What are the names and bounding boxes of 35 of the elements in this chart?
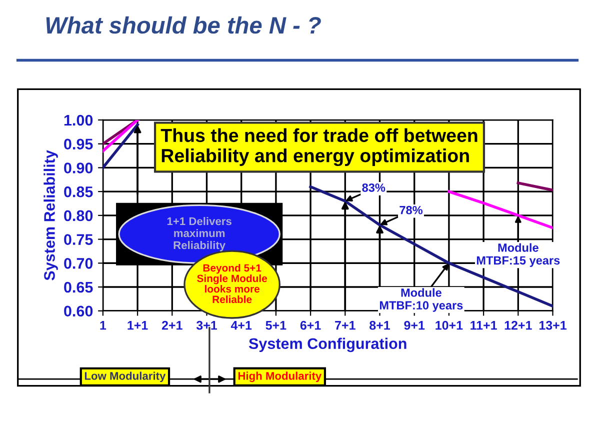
y-tick-label: 0.90 <box>64 162 93 174</box>
x-tick-label: 11+1 <box>470 321 497 330</box>
x-tick-label: 13+1 <box>539 320 566 330</box>
y-tick-label: 0.70 <box>64 258 93 269</box>
y-tick-label: 0.75 <box>64 234 93 245</box>
x-tick-label: 4+1 <box>230 321 252 330</box>
annotation: Thus the need for trade off between Reliability and energy optimization <box>160 128 478 166</box>
text: Low Modularity <box>84 372 166 382</box>
x-axis-title: System Configuration <box>248 338 406 352</box>
annotation: 1+1 Delivers maximum Reliability <box>167 217 232 252</box>
annotation: Beyond 5+1 Single Module looks more Reliable <box>197 264 267 304</box>
y-axis-title: System Reliability <box>44 150 58 280</box>
x-tick-label: 3+1 <box>196 320 217 330</box>
x-tick-label: 1+1 <box>128 321 148 330</box>
y-tick-label: 0.60 <box>64 306 93 317</box>
x-tick-label: 12+1 <box>504 320 532 330</box>
y-tick-label: 0.85 <box>64 186 93 198</box>
y-tick-label: 1.00 <box>64 114 93 126</box>
annotation: 78% <box>400 206 423 214</box>
x-tick-label: 6+1 <box>300 320 321 330</box>
annotation: 83% <box>362 183 386 192</box>
x-tick-label: 9+1 <box>404 320 425 330</box>
x-tick-label: 5+1 <box>266 321 286 330</box>
x-tick-label: 8+1 <box>370 320 390 330</box>
annotation: Module MTBF:10 years <box>380 288 463 312</box>
annotation: Module MTBF:15 years <box>476 243 560 267</box>
chart-title: What should be the N - ? <box>46 16 321 34</box>
y-tick-label: 0.80 <box>64 210 93 222</box>
x-tick-label: 2+1 <box>162 320 182 330</box>
x-tick-label: 1 <box>100 321 106 330</box>
x-tick-label: 10+1 <box>436 320 463 330</box>
text: High Modularity <box>238 372 322 382</box>
x-tick-label: 7+1 <box>335 321 356 330</box>
y-tick-label: 0.65 <box>64 282 93 293</box>
y-tick-label: 0.95 <box>64 138 93 150</box>
